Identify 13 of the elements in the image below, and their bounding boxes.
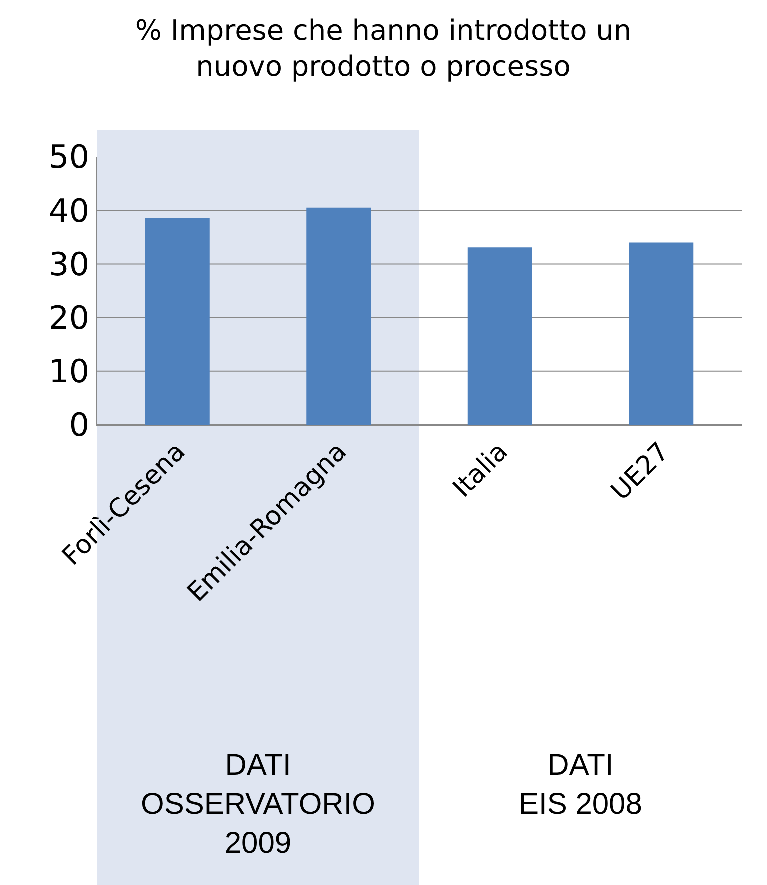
text: DATI OSSERVATORIO 2009 xyxy=(141,749,376,860)
y-tick-label: 40 xyxy=(48,192,90,230)
y-tick-label: 0 xyxy=(69,406,90,444)
y-tick-label: 20 xyxy=(48,299,90,337)
bar xyxy=(468,248,532,425)
y-tick-label: 30 xyxy=(48,245,90,284)
y-tick-label: 50 xyxy=(48,138,90,176)
bar xyxy=(629,242,694,425)
text: DATI EIS 2008 xyxy=(519,749,642,821)
chart-title: % Imprese che hanno introdotto un nuovo prodotto o processo xyxy=(135,14,632,84)
y-tick-label: 10 xyxy=(48,352,90,391)
bar xyxy=(306,208,372,425)
bar xyxy=(145,218,210,425)
